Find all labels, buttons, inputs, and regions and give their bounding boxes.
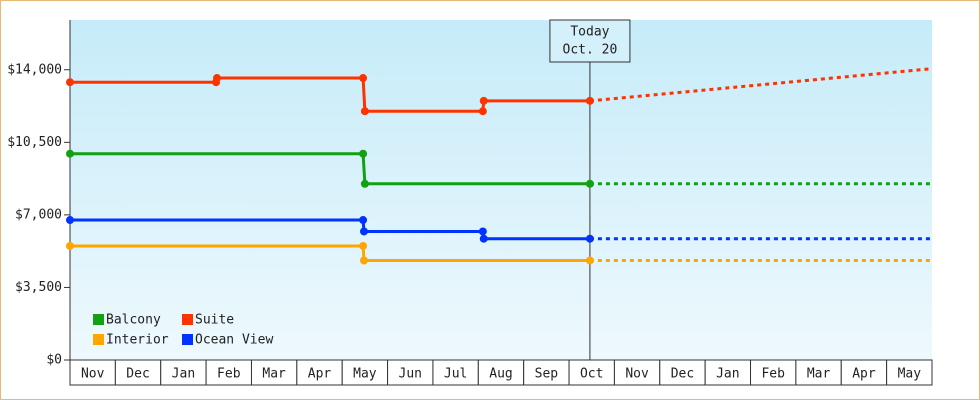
price-point: [359, 241, 368, 250]
x-cell: [704, 359, 752, 386]
x-tick-label: Apr: [308, 367, 332, 382]
x-cell: [387, 359, 434, 386]
price-point: [479, 96, 488, 105]
price-point: [359, 256, 368, 265]
price-point: [359, 227, 368, 236]
plot-area: [70, 20, 932, 360]
forecast-line: [589, 67, 933, 103]
x-tick-label: May: [898, 367, 922, 382]
x-cell: [750, 359, 797, 386]
legend-label: Balcony: [106, 313, 161, 328]
x-cell: [568, 359, 615, 386]
y-tick-label: $3,500: [15, 280, 62, 295]
price-point: [66, 216, 74, 225]
x-cell: [250, 359, 298, 386]
y-tick-label: $14,000: [7, 62, 62, 77]
x-tick-label: Jan: [716, 367, 739, 382]
x-cell: [69, 359, 116, 386]
legend-swatch: [182, 314, 193, 325]
price-point: [66, 149, 74, 158]
price-point: [360, 107, 369, 116]
legend-label: Interior: [106, 333, 169, 348]
x-tick-label: Oct: [580, 367, 603, 382]
x-cell: [840, 359, 888, 386]
price-line: [70, 244, 590, 262]
price-point: [212, 74, 221, 83]
legend-label: Suite: [195, 313, 234, 328]
x-tick-label: Mar: [262, 367, 286, 382]
y-tick-label: $7,000: [15, 207, 62, 222]
legend-swatch: [93, 314, 104, 325]
x-cell: [886, 359, 933, 386]
today-date: Oct. 20: [563, 43, 618, 58]
price-line: [70, 152, 590, 186]
x-cell: [205, 359, 252, 386]
today-label: Today: [570, 25, 609, 40]
price-point: [585, 256, 594, 265]
price-point: [478, 107, 487, 116]
x-tick-label: Feb: [761, 367, 785, 382]
price-point: [585, 179, 594, 188]
x-cell: [613, 359, 661, 386]
x-cell: [477, 359, 525, 386]
legend-swatch: [182, 334, 193, 345]
legend-label: Ocean View: [195, 333, 273, 348]
x-tick-label: Jan: [172, 367, 195, 382]
price-point: [359, 216, 368, 225]
x-cell: [160, 359, 207, 386]
y-tick-label: $0: [46, 353, 62, 368]
price-point: [585, 96, 594, 105]
price-point: [66, 241, 74, 250]
price-point: [479, 234, 488, 243]
x-tick-label: Nov: [625, 367, 649, 382]
today-box: [549, 19, 631, 63]
x-tick-label: Jun: [399, 367, 422, 382]
price-point: [478, 227, 487, 236]
y-tick-label: $10,500: [7, 135, 62, 150]
x-tick-label: Aug: [489, 367, 512, 382]
x-tick-label: Jul: [444, 367, 467, 382]
price-point: [359, 149, 368, 158]
x-tick-label: Dec: [671, 367, 694, 382]
x-tick-label: Nov: [81, 367, 105, 382]
x-tick-label: Dec: [126, 367, 149, 382]
x-tick-label: Sep: [535, 367, 559, 382]
x-cell: [114, 359, 162, 386]
price-point: [66, 78, 74, 87]
price-point: [360, 179, 369, 188]
x-tick-label: Feb: [217, 367, 241, 382]
price-line: [70, 218, 590, 241]
price-point: [359, 74, 368, 83]
x-tick-label: Apr: [852, 367, 876, 382]
x-tick-label: May: [353, 367, 377, 382]
legend-swatch: [93, 334, 104, 345]
price-point: [585, 234, 594, 243]
x-tick-label: Mar: [807, 367, 831, 382]
